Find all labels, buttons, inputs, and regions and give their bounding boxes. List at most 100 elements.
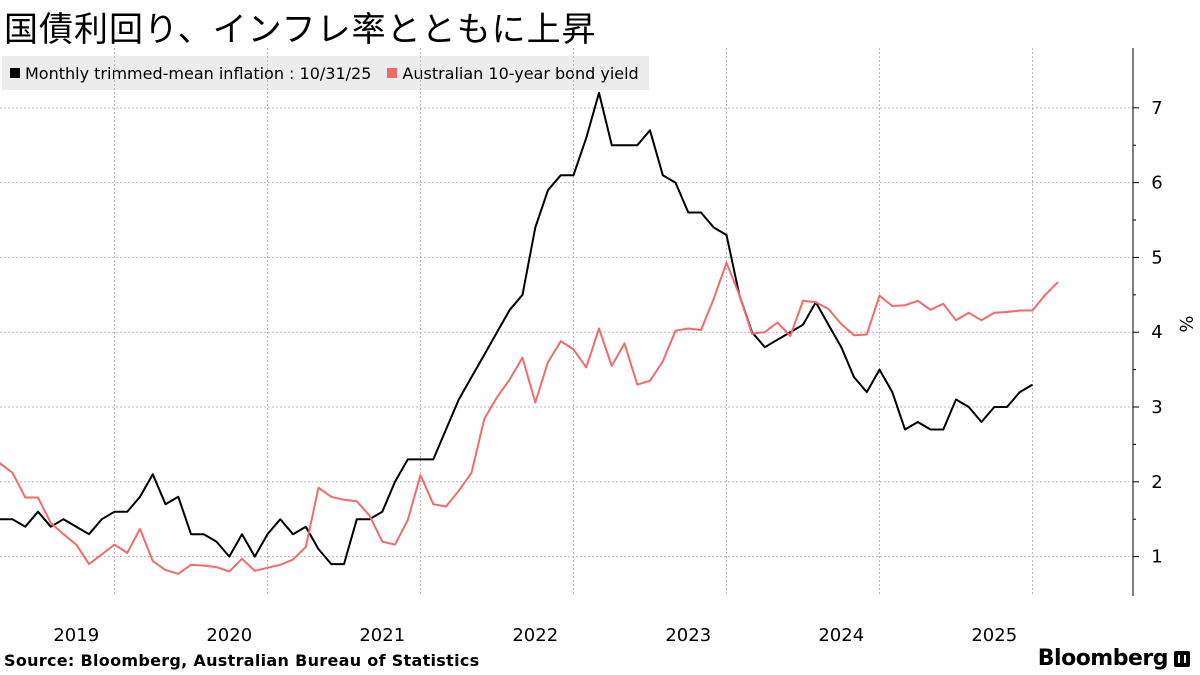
inflation-point bbox=[496, 331, 498, 333]
bond-yield-point bbox=[981, 319, 983, 321]
bond-yield-point bbox=[738, 294, 740, 296]
y-tick-label: 7 bbox=[1151, 98, 1162, 119]
x-tick-label: 2024 bbox=[818, 625, 864, 646]
inflation-point bbox=[126, 511, 128, 513]
bond-yield-point bbox=[764, 331, 766, 333]
inflation-point bbox=[662, 174, 664, 176]
inflation-point bbox=[139, 496, 141, 498]
inflation-point bbox=[330, 563, 332, 565]
inflation-point bbox=[904, 429, 906, 431]
inflation-point bbox=[101, 518, 103, 520]
inflation-point bbox=[165, 503, 167, 505]
inflation-point bbox=[190, 533, 192, 535]
bond-yield-point bbox=[828, 308, 830, 310]
bond-yield-point bbox=[75, 544, 77, 546]
inflation-point bbox=[241, 533, 243, 535]
inflation-point bbox=[203, 533, 205, 535]
bond-yield-point bbox=[343, 499, 345, 501]
bond-yield-point bbox=[573, 348, 575, 350]
bond-yield-point bbox=[203, 565, 205, 567]
label-layer: 1 2 3 4 5 6 7 2019 2020 2021 2022 2023 2024 2025% bbox=[53, 98, 1196, 646]
terminal-icon bbox=[1174, 650, 1190, 667]
inflation-point bbox=[318, 548, 320, 550]
inflation-point bbox=[445, 429, 447, 431]
bond-yield-point bbox=[381, 541, 383, 543]
x-tick-label: 2019 bbox=[53, 625, 99, 646]
inflation-point bbox=[585, 137, 587, 139]
bond-yield-point bbox=[700, 329, 702, 331]
legend-label-inflation: Monthly trimmed-mean inflation : 10/31/2… bbox=[25, 63, 372, 83]
bond-yield-point bbox=[458, 490, 460, 492]
bond-yield-point bbox=[879, 295, 881, 297]
bond-yield-point bbox=[241, 558, 243, 560]
grid-layer bbox=[0, 48, 1133, 594]
bond-yield-point bbox=[611, 365, 613, 367]
bond-yield-point bbox=[305, 546, 307, 548]
legend-swatch-bond-yield bbox=[387, 68, 398, 78]
bond-yield-point bbox=[63, 533, 65, 535]
bond-yield-point bbox=[152, 560, 154, 562]
bond-yield-point bbox=[1057, 281, 1059, 283]
bond-yield-point bbox=[815, 301, 817, 303]
bond-yield-point bbox=[547, 361, 549, 363]
inflation-point bbox=[37, 511, 39, 513]
bond-yield-point bbox=[968, 312, 970, 314]
inflation-point bbox=[713, 227, 715, 229]
inflation-point bbox=[955, 399, 957, 401]
bond-yield-point bbox=[279, 564, 281, 566]
bond-yield-point bbox=[534, 402, 536, 404]
inflation-point bbox=[50, 526, 52, 528]
inflation-point bbox=[777, 339, 779, 341]
inflation-point bbox=[420, 458, 422, 460]
inflation-point bbox=[611, 144, 613, 146]
inflation-point bbox=[942, 429, 944, 431]
bond-yield-point bbox=[853, 334, 855, 336]
inflation-point bbox=[917, 421, 919, 423]
bond-yield-point bbox=[598, 328, 600, 330]
inflation-point bbox=[254, 556, 256, 558]
inflation-point bbox=[879, 369, 881, 371]
inflation-point bbox=[687, 212, 689, 214]
inflation-point bbox=[458, 399, 460, 401]
inflation-line bbox=[0, 91, 1034, 566]
bond-yield-point bbox=[509, 378, 511, 380]
inflation-point bbox=[981, 421, 983, 423]
inflation-point bbox=[853, 376, 855, 378]
inflation-point bbox=[88, 533, 90, 535]
inflation-point bbox=[471, 376, 473, 378]
bond-yield-point bbox=[177, 573, 179, 575]
inflation-point bbox=[560, 174, 562, 176]
bond-yield-point bbox=[292, 559, 294, 561]
inflation-point bbox=[407, 458, 409, 460]
bond-yield-point bbox=[471, 472, 473, 474]
axis-layer bbox=[1132, 48, 1139, 596]
bond-yield-point bbox=[267, 567, 269, 569]
inflation-point bbox=[968, 406, 970, 408]
legend-label-bond-yield: Australian 10-year bond yield bbox=[402, 63, 639, 83]
bond-yield-point bbox=[522, 357, 524, 359]
y-tick-label: 6 bbox=[1151, 173, 1162, 194]
x-tick-label: 2020 bbox=[206, 625, 252, 646]
bond-yield-point bbox=[789, 335, 791, 337]
inflation-point bbox=[381, 511, 383, 513]
bond-yield-point bbox=[840, 323, 842, 325]
bond-yield-point bbox=[560, 340, 562, 342]
inflation-point bbox=[24, 526, 26, 528]
inflation-point bbox=[63, 518, 65, 520]
inflation-point bbox=[216, 541, 218, 543]
bond-yield-point bbox=[37, 497, 39, 499]
bond-yield-point bbox=[636, 384, 638, 386]
inflation-point bbox=[636, 144, 638, 146]
bond-yield-point bbox=[369, 515, 371, 517]
bond-yield-point bbox=[751, 333, 753, 335]
bond-yield-point bbox=[101, 553, 103, 555]
x-tick-label: 2025 bbox=[971, 625, 1017, 646]
bloomberg-logo: Bloomberg bbox=[1038, 646, 1190, 671]
y-tick-label: 4 bbox=[1151, 322, 1162, 343]
bond-yield-point bbox=[585, 366, 587, 368]
inflation-point bbox=[152, 473, 154, 475]
inflation-point bbox=[726, 234, 728, 236]
inflation-point bbox=[840, 346, 842, 348]
inflation-point bbox=[649, 129, 651, 131]
inflation-point bbox=[930, 429, 932, 431]
